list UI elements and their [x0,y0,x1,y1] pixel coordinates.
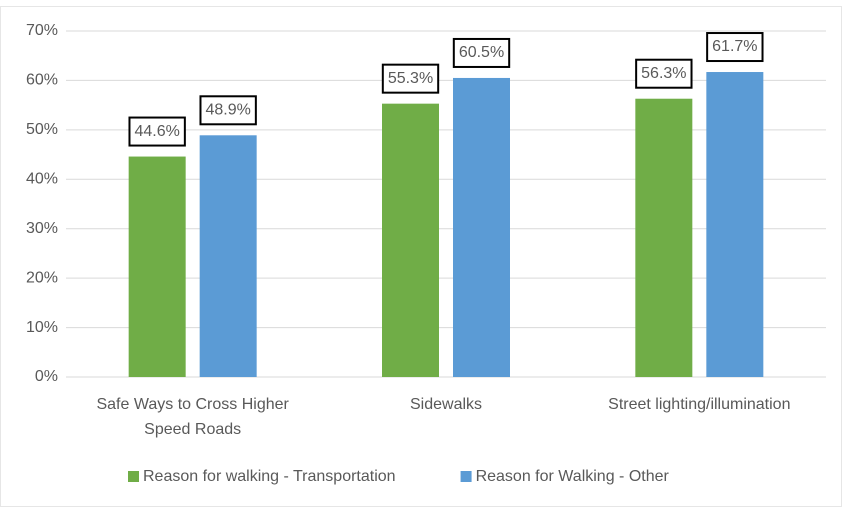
y-tick-label: 10% [26,319,58,336]
value-label-text: 44.6% [134,123,179,140]
x-tick-label-line: Speed Roads [144,421,241,438]
x-tick-label: Sidewalks [410,396,482,413]
value-label: 61.7% [706,32,764,63]
y-tick-label: 50% [26,121,58,138]
bar [635,98,693,378]
value-label-box [381,63,440,94]
x-tick-label-line: Safe Ways to Cross Higher [96,396,289,413]
y-tick-label: 60% [26,72,58,89]
value-label: 44.6% [128,116,186,147]
y-tick-label: 20% [26,269,58,286]
legend-swatch [460,471,472,482]
value-label-text: 56.3% [641,65,686,82]
x-tick-label: Safe Ways to Cross Higher Speed Roads [96,396,289,438]
value-label-text: 61.7% [712,38,757,55]
bar [706,72,764,378]
x-tick-label: Street lighting/illumination [608,396,790,413]
value-label-box [128,116,186,147]
value-label-box [706,32,764,63]
legend-label: Reason for Walking - Other [476,468,670,485]
bar [382,103,439,377]
value-label-text: 60.5% [459,44,504,61]
bar [128,156,186,377]
bar [453,77,510,377]
bar [199,135,257,377]
value-label-box [199,95,257,126]
y-tick-label: 30% [26,220,58,237]
y-tick-label: 70% [26,22,58,39]
y-tick-label: 0% [35,368,58,385]
value-label: 60.5% [452,37,511,68]
value-label: 55.3% [381,63,440,94]
value-label: 48.9% [199,95,257,126]
value-label-text: 48.9% [205,102,250,119]
value-label-box [635,58,693,89]
legend-swatch [128,471,139,482]
value-label-box [452,37,511,68]
value-label: 56.3% [635,58,693,89]
y-tick-label: 40% [26,171,58,188]
legend-label: Reason for walking - Transportation [143,468,396,485]
value-label-text: 55.3% [388,70,433,87]
